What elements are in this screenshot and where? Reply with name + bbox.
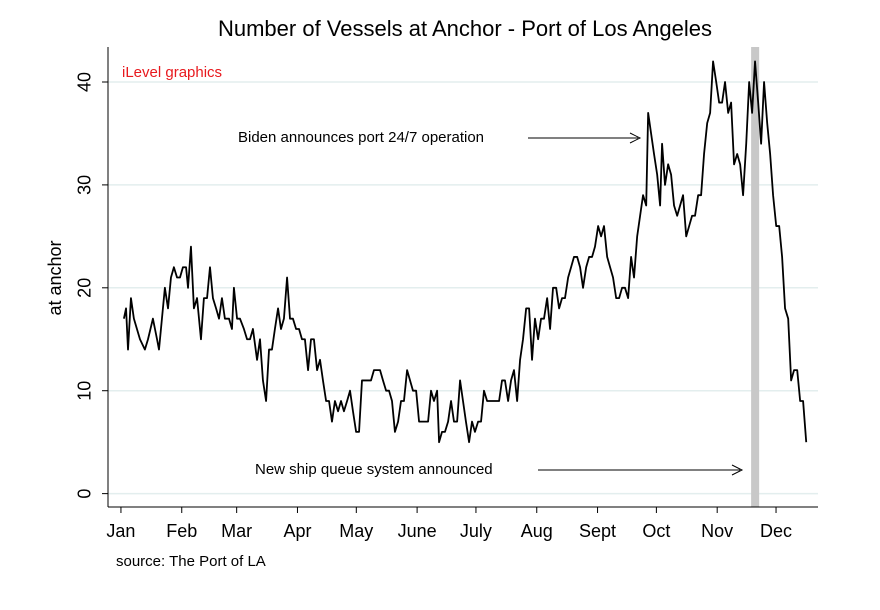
y-tick-label: 0	[75, 489, 95, 499]
y-tick-label: 30	[75, 175, 95, 195]
x-tick-label: May	[339, 521, 373, 541]
annotation: Biden announces port 24/7 operation	[238, 129, 484, 146]
chart-title: Number of Vessels at Anchor - Port of Lo…	[218, 16, 712, 41]
x-tick-label: Jan	[106, 521, 135, 541]
arrow-head	[629, 132, 642, 144]
y-tick-label: 40	[75, 72, 95, 92]
x-tick-label: Feb	[166, 521, 197, 541]
y-tick-label: 10	[75, 381, 95, 401]
x-tick-label: July	[460, 521, 492, 541]
x-tick-label: Nov	[701, 521, 733, 541]
watermark: iLevel graphics	[122, 64, 222, 81]
plot-area: 0 10 20 30 40 Jan Feb Mar Apr May June July Aug Sept O…	[75, 47, 818, 541]
annotation: New ship queue system announced	[255, 461, 493, 478]
x-tick-label: Oct	[642, 521, 670, 541]
highlight-band	[751, 47, 760, 507]
x-tick-label: Dec	[760, 521, 792, 541]
x-tick-label: Sept	[579, 521, 616, 541]
x-tick-label: Mar	[221, 521, 252, 541]
data-line	[123, 60, 808, 444]
x-tick-label: Aug	[521, 521, 553, 541]
y-tick-label: 20	[75, 278, 95, 298]
source: source: The Port of LA	[116, 553, 266, 570]
x-tick-label: Apr	[283, 521, 311, 541]
y-axis-label: at anchor	[45, 240, 65, 315]
x-tick-label: June	[398, 521, 437, 541]
arrow-head	[731, 464, 744, 476]
